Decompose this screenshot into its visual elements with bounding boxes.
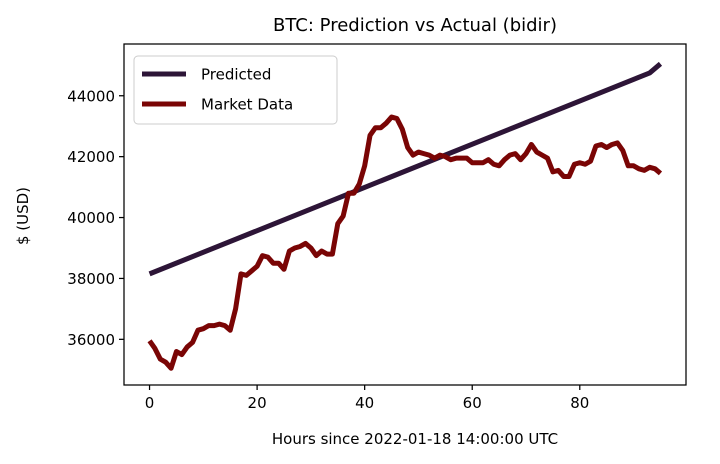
y-tick-label: 42000 (67, 148, 115, 166)
y-axis-label: $ (USD) (14, 187, 32, 245)
x-tick-label: 20 (248, 394, 267, 412)
y-tick-label: 36000 (67, 331, 115, 349)
x-axis-label: Hours since 2022-01-18 14:00:00 UTC (272, 430, 558, 448)
axes-frame (123, 43, 687, 386)
plot-area (147, 61, 663, 371)
chart-title: BTC: Prediction vs Actual (bidir) (273, 15, 557, 36)
series-line-market-data (147, 114, 663, 371)
x-tick-label: 0 (145, 394, 155, 412)
axes: 0 20 40 60 80 36000 38000 40000 42000 44000 (67, 43, 687, 412)
legend: Predicted Market Data (133, 55, 338, 125)
y-tick-label: 40000 (67, 209, 115, 227)
legend-label-market-data: Market Data (201, 96, 293, 114)
x-tick-label: 60 (463, 394, 482, 412)
y-tick-label: 38000 (67, 270, 115, 288)
x-tick-label: 80 (570, 394, 589, 412)
series-line-predicted (148, 61, 663, 277)
legend-label-predicted: Predicted (201, 66, 271, 84)
x-tick-label: 40 (355, 394, 374, 412)
y-tick-label: 44000 (67, 87, 115, 105)
